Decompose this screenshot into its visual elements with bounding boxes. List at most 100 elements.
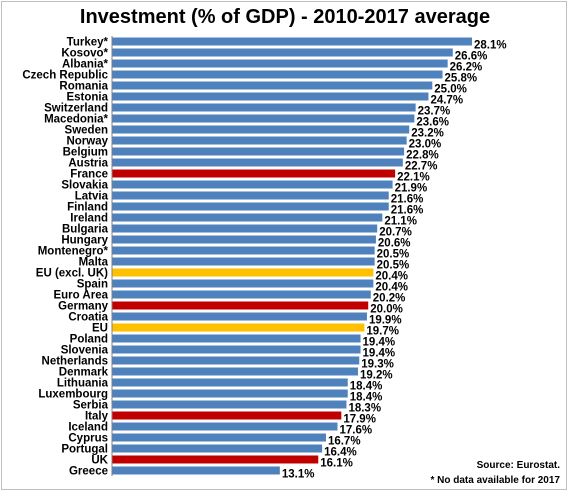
value-label: 17.6%	[339, 425, 372, 437]
bar	[112, 202, 389, 211]
value-label: 21.6%	[391, 205, 424, 217]
value-label: 20.7%	[379, 227, 412, 239]
category-label: Macedonia*	[44, 114, 108, 126]
category-label: Latvia	[75, 191, 109, 203]
value-label: 25.0%	[434, 84, 467, 96]
category-label: Austria	[68, 158, 108, 170]
value-label: 23.0%	[409, 139, 442, 151]
category-label: UK	[91, 455, 108, 467]
category-label: Turkey*	[67, 37, 109, 49]
value-label: 22.1%	[397, 172, 430, 184]
category-label: Luxembourg	[38, 389, 108, 401]
category-label: France	[70, 169, 108, 181]
bar	[112, 312, 367, 321]
bar	[112, 92, 429, 101]
bar	[112, 114, 415, 123]
value-label: 20.2%	[373, 293, 406, 305]
bar	[112, 257, 375, 266]
bar	[112, 246, 375, 255]
value-label: 21.9%	[395, 183, 428, 195]
footnote: * No data available for 2017	[430, 475, 560, 486]
bar	[112, 433, 326, 442]
bar	[112, 37, 472, 46]
value-label: 24.7%	[430, 95, 463, 107]
bar	[112, 213, 383, 222]
bar	[112, 400, 347, 409]
value-label: 13.1%	[282, 469, 315, 481]
category-label: Cyprus	[68, 433, 108, 445]
bar	[112, 455, 319, 464]
category-label: Spain	[77, 279, 108, 291]
category-label: Czech Republic	[22, 70, 108, 82]
bar	[112, 147, 405, 156]
bar	[112, 224, 378, 233]
value-label: 19.4%	[363, 348, 396, 360]
bar	[112, 334, 361, 343]
category-label: Finland	[67, 202, 108, 214]
bar	[112, 356, 360, 365]
category-label: Slovakia	[61, 180, 108, 192]
value-label: 25.8%	[445, 73, 478, 85]
category-label: Norway	[66, 136, 108, 148]
bar	[112, 323, 365, 332]
category-label: Denmark	[59, 367, 109, 379]
value-label: 20.5%	[377, 249, 410, 261]
category-label: Netherlands	[42, 356, 108, 368]
bar	[112, 180, 393, 189]
bar	[112, 136, 407, 145]
value-label: 16.4%	[324, 447, 357, 459]
bar	[112, 48, 453, 57]
value-label: 18.4%	[350, 392, 383, 404]
bar	[112, 70, 443, 79]
plot-area: Turkey* 28.1% Kosovo* 26.6% Albania* 26.2% Cze…	[22, 36, 507, 481]
value-label: 19.3%	[361, 359, 394, 371]
value-label: 22.7%	[405, 161, 438, 173]
category-label: Slovenia	[61, 345, 109, 357]
category-label: Montenegro*	[38, 246, 109, 258]
value-label: 19.9%	[369, 315, 402, 327]
bar	[112, 378, 348, 387]
bar	[112, 411, 342, 420]
value-label: 19.4%	[363, 337, 396, 349]
value-label: 21.6%	[391, 194, 424, 206]
category-label: Ireland	[70, 213, 108, 225]
value-label: 20.6%	[378, 238, 411, 250]
chart-title: Investment (% of GDP) - 2010-2017 averag…	[79, 6, 491, 28]
value-label: 19.2%	[360, 370, 393, 382]
category-label: Euro Area	[53, 290, 108, 302]
value-label: 28.1%	[474, 40, 507, 52]
category-label: Iceland	[68, 422, 108, 434]
value-label: 26.2%	[450, 62, 483, 74]
bar	[112, 169, 396, 178]
value-label: 20.0%	[370, 304, 403, 316]
value-label: 16.1%	[320, 458, 353, 470]
bar	[112, 103, 416, 112]
bar	[112, 158, 403, 167]
category-label: Germany	[58, 301, 108, 313]
category-label: Estonia	[66, 92, 108, 104]
bar	[112, 367, 358, 376]
bar	[112, 125, 410, 134]
category-label: Croatia	[68, 312, 108, 324]
value-label: 19.7%	[366, 326, 399, 338]
value-label: 23.6%	[416, 117, 449, 129]
value-label: 21.1%	[384, 216, 417, 228]
bar	[112, 422, 338, 431]
category-label: Romania	[59, 81, 108, 93]
value-label: 26.6%	[455, 51, 488, 63]
value-label: 20.5%	[377, 260, 410, 272]
bar	[112, 389, 348, 398]
value-label: 20.4%	[375, 271, 408, 283]
category-label: Portugal	[61, 444, 108, 456]
category-label: Kosovo*	[61, 48, 108, 60]
value-label: 17.9%	[343, 414, 376, 426]
category-label: Serbia	[73, 400, 109, 412]
value-label: 18.3%	[348, 403, 381, 415]
bar	[112, 466, 280, 475]
bar	[112, 81, 433, 90]
category-label: Lithuania	[57, 378, 109, 390]
category-label: EU	[92, 323, 108, 335]
category-label: Greece	[69, 466, 108, 478]
